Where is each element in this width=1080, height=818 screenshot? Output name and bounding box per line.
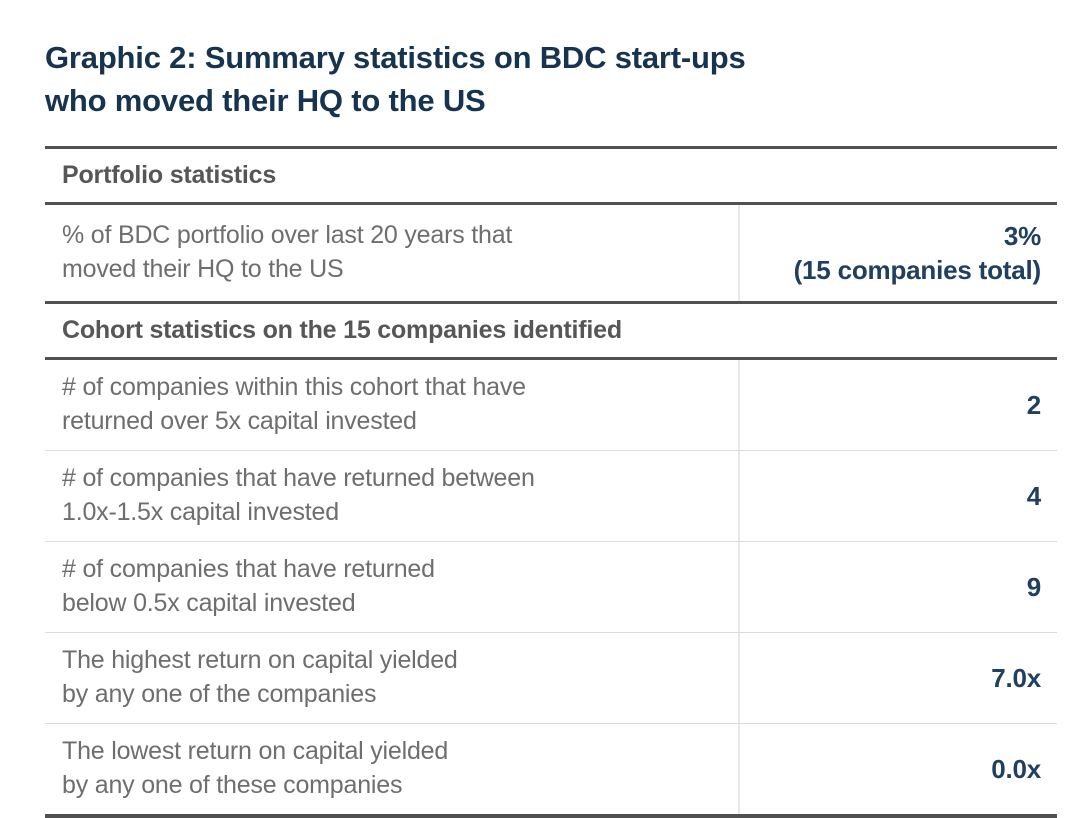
row-label: % of BDC portfolio over last 20 years th… (45, 205, 740, 301)
row-label-line: returned over 5x capital invested (62, 407, 417, 435)
row-value: 0.0x (740, 724, 1057, 814)
table-row: % of BDC portfolio over last 20 years th… (45, 205, 1057, 301)
page: Graphic 2: Summary statistics on BDC sta… (45, 36, 1057, 818)
row-label: # of companies that have returned below … (45, 542, 740, 632)
row-label-line: # of companies that have returned (62, 555, 435, 583)
row-label: # of companies that have returned betwee… (45, 451, 740, 541)
row-value-line: 7.0x (991, 663, 1041, 693)
section-cohort-statistics: Cohort statistics on the 15 companies id… (45, 301, 1057, 814)
table-row: # of companies that have returned betwee… (45, 450, 1057, 541)
row-label-line: The lowest return on capital yielded (62, 737, 449, 765)
table-row: # of companies that have returned below … (45, 541, 1057, 632)
summary-statistics-table: Portfolio statistics % of BDC portfolio … (45, 146, 1057, 818)
row-value: 4 (740, 451, 1057, 541)
row-label-line: 1.0x-1.5x capital invested (62, 498, 339, 526)
row-label-line: The highest return on capital yielded (62, 646, 458, 674)
section-header-portfolio: Portfolio statistics (45, 149, 1057, 205)
page-title: Graphic 2: Summary statistics on BDC sta… (45, 36, 1057, 122)
row-label: The lowest return on capital yielded by … (45, 724, 740, 814)
table-row: # of companies within this cohort that h… (45, 360, 1057, 450)
table-row: The highest return on capital yielded by… (45, 632, 1057, 723)
section-portfolio-statistics: Portfolio statistics % of BDC portfolio … (45, 149, 1057, 301)
row-value-line: 9 (1026, 572, 1041, 602)
page-title-line-1: Graphic 2: Summary statistics on BDC sta… (45, 40, 746, 75)
row-label-line: below 0.5x capital invested (62, 589, 356, 617)
section-header-cohort: Cohort statistics on the 15 companies id… (45, 301, 1057, 360)
row-label-line: # of companies within this cohort that h… (62, 373, 526, 401)
row-label-line: % of BDC portfolio over last 20 years th… (62, 221, 513, 249)
row-label: # of companies within this cohort that h… (45, 360, 740, 450)
row-value-line: 0.0x (991, 754, 1041, 784)
row-value-line: 4 (1026, 481, 1041, 511)
row-label-line: by any one of the companies (62, 680, 377, 708)
table-row: The lowest return on capital yielded by … (45, 723, 1057, 814)
row-value: 9 (740, 542, 1057, 632)
row-value-line: (15 companies total) (793, 255, 1042, 285)
row-label-line: moved their HQ to the US (62, 255, 344, 283)
row-value: 3% (15 companies total) (740, 205, 1057, 301)
row-value: 7.0x (740, 633, 1057, 723)
page-title-line-2: who moved their HQ to the US (45, 83, 486, 118)
row-label-line: # of companies that have returned betwee… (62, 464, 535, 492)
row-value: 2 (740, 360, 1057, 450)
row-value-line: 2 (1026, 390, 1041, 420)
row-value-line: 3% (1003, 221, 1041, 251)
row-label-line: by any one of these companies (62, 771, 403, 799)
row-label: The highest return on capital yielded by… (45, 633, 740, 723)
